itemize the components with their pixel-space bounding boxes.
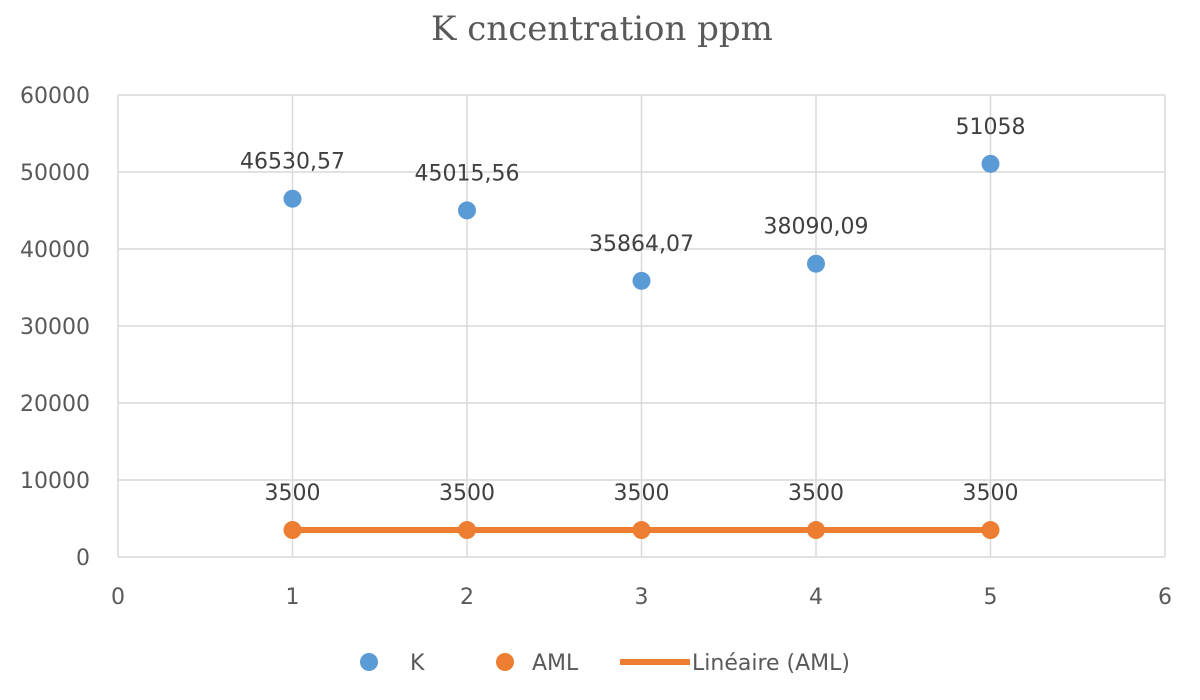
x-tick-label-3: 3 [635, 585, 649, 610]
data-label-k-3: 35864,07 [589, 232, 694, 257]
data-label-k-2: 45015,56 [415, 161, 520, 186]
data-label-aml-2: 3500 [439, 481, 495, 506]
data-label-k-5: 51058 [956, 115, 1026, 140]
legend: K AML Linéaire (AML) [360, 651, 850, 676]
chart-title: K cncentration ppm [431, 9, 773, 49]
point-k-4 [807, 254, 825, 273]
data-label-aml-5: 3500 [963, 481, 1019, 506]
point-k-2 [458, 201, 476, 220]
x-tick-label-5: 5 [984, 585, 998, 610]
point-aml-5 [981, 521, 1000, 540]
legend-label-trendline: Linéaire (AML) [692, 651, 850, 676]
gridlines [117, 94, 1166, 558]
x-tick-label-0: 0 [111, 585, 125, 610]
legend-label-k: K [410, 651, 425, 676]
data-label-aml-4: 3500 [788, 481, 844, 506]
data-labels: 46530,57 45015,56 35864,07 38090,09 51058 350… [240, 115, 1025, 506]
x-axis-ticks: 0 1 2 3 4 5 6 [111, 585, 1172, 610]
y-tick-label-5: 50000 [20, 161, 90, 186]
point-aml-4 [807, 521, 825, 540]
data-points [283, 154, 1000, 540]
data-label-k-1: 46530,57 [240, 150, 345, 175]
data-label-aml-1: 3500 [265, 481, 321, 506]
x-tick-label-1: 1 [286, 585, 300, 610]
point-k-1 [283, 189, 302, 208]
point-aml-1 [283, 521, 302, 540]
y-tick-label-6: 60000 [20, 84, 90, 109]
point-k-3 [632, 271, 651, 290]
point-aml-3 [632, 521, 651, 540]
x-tick-label-6: 6 [1158, 585, 1172, 610]
y-axis-ticks: 0 10000 20000 30000 40000 50000 60000 [20, 84, 90, 571]
x-tick-label-2: 2 [460, 585, 474, 610]
point-k-5 [981, 154, 1000, 173]
y-tick-label-0: 0 [76, 546, 90, 571]
data-label-k-4: 38090,09 [764, 215, 869, 240]
legend-marker-k [360, 653, 378, 671]
x-tick-label-4: 4 [809, 585, 823, 610]
legend-label-aml: AML [532, 651, 579, 676]
y-tick-label-1: 10000 [20, 469, 90, 494]
data-label-aml-3: 3500 [614, 481, 670, 506]
legend-marker-aml [496, 653, 514, 671]
y-tick-label-4: 40000 [20, 238, 90, 263]
y-tick-label-2: 20000 [20, 392, 90, 417]
point-aml-2 [458, 521, 476, 540]
y-tick-label-3: 30000 [20, 315, 90, 340]
